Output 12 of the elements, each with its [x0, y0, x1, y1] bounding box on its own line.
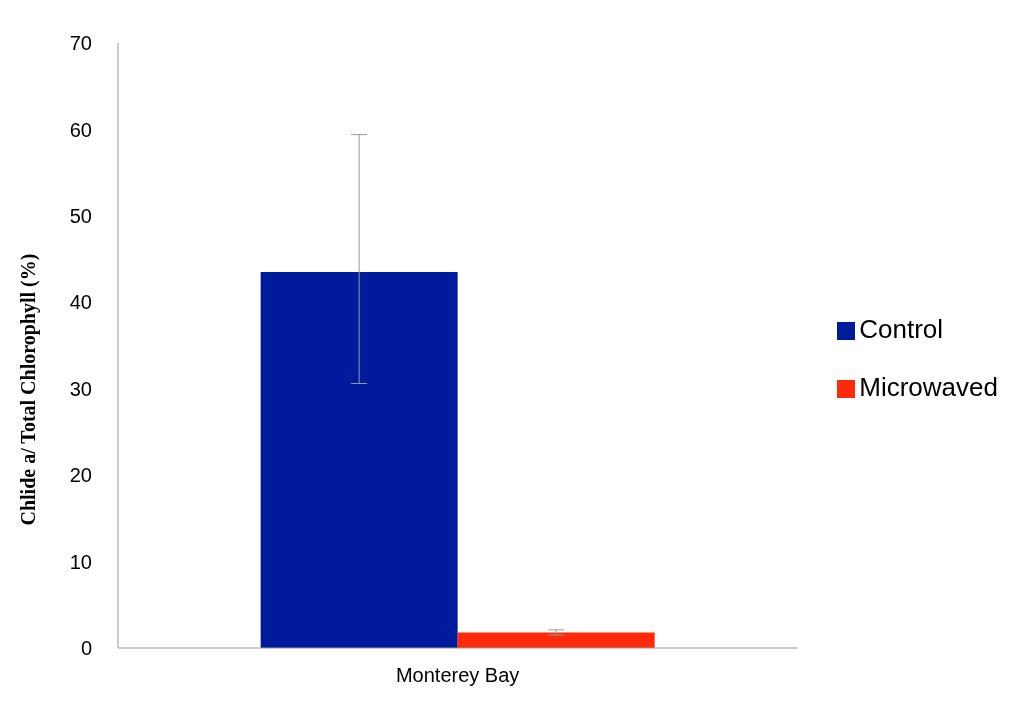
y-tick-label: 10 — [69, 550, 92, 573]
x-tick-label: Monterey Bay — [395, 664, 520, 687]
y-axis-title: Chlide a/ Total Chlorophyll (%) — [17, 253, 41, 526]
y-tick-label: 40 — [69, 291, 92, 314]
legend-label: Microwaved — [859, 372, 998, 402]
y-tick-label: 50 — [69, 204, 92, 227]
y-tick-label: 30 — [69, 377, 92, 400]
y-tick-label: 60 — [69, 118, 92, 141]
y-tick-label: 20 — [69, 464, 92, 487]
y-tick-label: 70 — [69, 32, 92, 55]
y-tick-label: 0 — [80, 637, 92, 660]
legend-label: Control — [859, 314, 944, 344]
